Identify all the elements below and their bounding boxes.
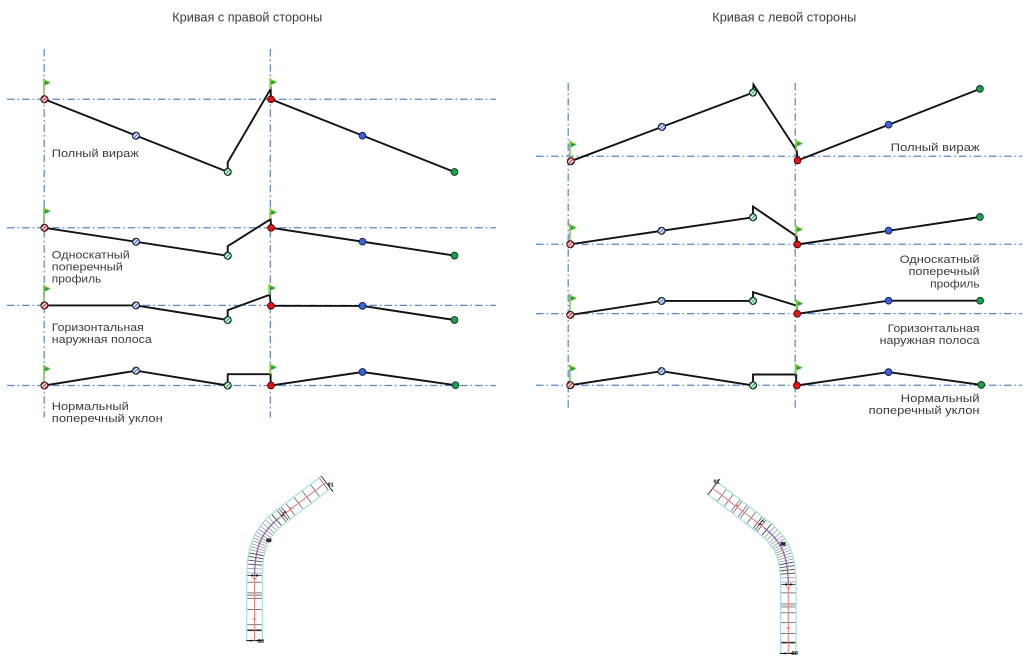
- svg-text:Полный вираж: Полный вираж: [891, 142, 981, 154]
- svg-text:наружная полоса: наружная полоса: [52, 334, 153, 346]
- svg-text:поперечный уклон: поперечный уклон: [869, 405, 980, 417]
- svg-text:90: 90: [792, 651, 798, 657]
- svg-text:90: 90: [258, 639, 264, 645]
- svg-text:Горизонтальная: Горизонтальная: [888, 323, 980, 335]
- svg-text:Нормальный: Нормальный: [901, 393, 980, 405]
- svg-text:профиль: профиль: [52, 274, 102, 286]
- svg-text:Кривая с левой стороны: Кривая с левой стороны: [712, 10, 856, 24]
- svg-text:наружная полоса: наружная полоса: [880, 335, 981, 347]
- svg-text:профиль: профиль: [930, 278, 980, 290]
- svg-text:Нормальный: Нормальный: [52, 401, 129, 413]
- svg-text:91: 91: [714, 480, 720, 486]
- svg-text:Полный вираж: Полный вираж: [52, 148, 140, 160]
- svg-text:поперечный: поперечный: [52, 262, 123, 274]
- svg-text:поперечный уклон: поперечный уклон: [52, 413, 163, 425]
- svg-text:Односкатный: Односкатный: [900, 254, 980, 266]
- svg-text:Кривая с правой стороны: Кривая с правой стороны: [172, 10, 322, 24]
- svg-text:Горизонтальная: Горизонтальная: [52, 322, 144, 334]
- svg-text:поперечный: поперечный: [909, 266, 980, 278]
- svg-text:Односкатный: Односкатный: [52, 249, 130, 261]
- svg-text:91: 91: [328, 483, 334, 489]
